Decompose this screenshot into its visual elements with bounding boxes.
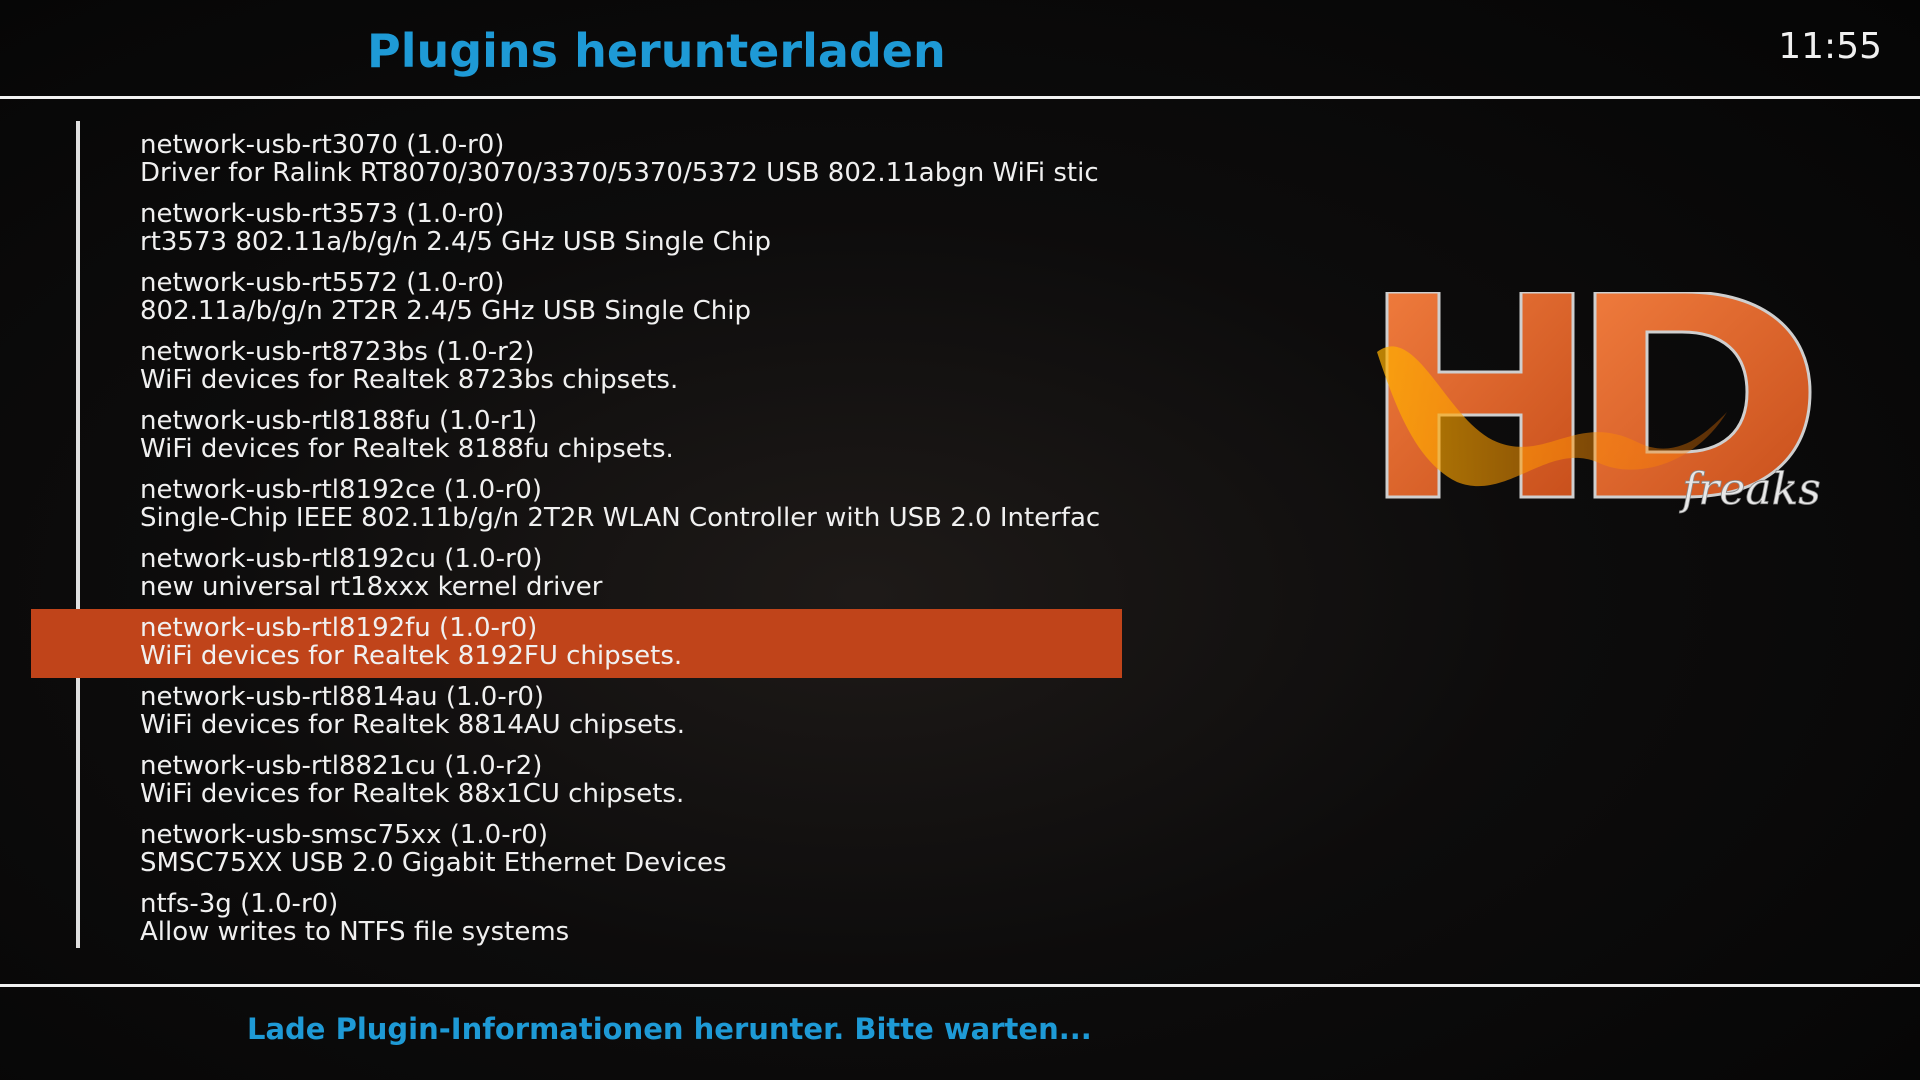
plugin-description: WiFi devices for Realtek 8188fu chipsets…	[140, 434, 674, 464]
plugin-name: network-usb-rtl8192cu (1.0-r0)	[140, 544, 543, 574]
plugin-name: network-usb-rtl8188fu (1.0-r1)	[140, 406, 538, 436]
list-item[interactable]: network-usb-rtl8814au (1.0-r0) WiFi devic…	[31, 678, 1122, 747]
plugin-description: new universal rt18xxx kernel driver	[140, 572, 603, 602]
plugin-description: Single-Chip IEEE 802.11b/g/n 2T2R WLAN C…	[140, 503, 1101, 533]
list-item[interactable]: network-usb-rt8723bs (1.0-r2) WiFi device…	[31, 333, 1122, 402]
plugin-description: rt3573 802.11a/b/g/n 2.4/5 GHz USB Singl…	[140, 227, 771, 257]
plugin-name: network-usb-rtl8192fu (1.0-r0)	[140, 613, 538, 643]
plugin-name: network-usb-rt8723bs (1.0-r2)	[140, 337, 535, 367]
header-divider	[0, 96, 1920, 99]
plugin-name: network-usb-rt3070 (1.0-r0)	[140, 130, 505, 160]
list-item[interactable]: network-usb-smsc75xx (1.0-r0) SMSC75XX US…	[31, 816, 1122, 885]
plugin-description: WiFi devices for Realtek 88x1CU chipsets…	[140, 779, 685, 809]
hdfreaks-logo: freaks	[1377, 292, 1821, 515]
plugin-description: Driver for Ralink RT8070/3070/3370/5370/…	[140, 158, 1099, 188]
plugin-list[interactable]: network-usb-rt3070 (1.0-r0) Driver for Ra…	[31, 126, 1122, 954]
list-item[interactable]: network-usb-rt5572 (1.0-r0) 802.11a/b/g/n…	[31, 264, 1122, 333]
list-item[interactable]: network-usb-rtl8192fu (1.0-r0) WiFi devic…	[31, 609, 1122, 678]
plugin-description: WiFi devices for Realtek 8814AU chipsets…	[140, 710, 685, 740]
plugin-description: WiFi devices for Realtek 8192FU chipsets…	[140, 641, 683, 671]
plugin-description: 802.11a/b/g/n 2T2R 2.4/5 GHz USB Single …	[140, 296, 751, 326]
list-item[interactable]: ntfs-3g (1.0-r0) Allow writes to NTFS fil…	[31, 885, 1122, 954]
scrollbar[interactable]	[76, 121, 80, 948]
plugin-description: Allow writes to NTFS file systems	[140, 917, 570, 947]
plugin-name: network-usb-smsc75xx (1.0-r0)	[140, 820, 548, 850]
plugin-description: WiFi devices for Realtek 8723bs chipsets…	[140, 365, 679, 395]
logo-script: freaks	[1679, 464, 1821, 515]
clock: 11:55	[1778, 26, 1882, 67]
status-message: Lade Plugin-Informationen herunter. Bitt…	[247, 1012, 1092, 1046]
plugin-name: network-usb-rtl8814au (1.0-r0)	[140, 682, 545, 712]
list-item[interactable]: network-usb-rt3573 (1.0-r0) rt3573 802.11…	[31, 195, 1122, 264]
list-item[interactable]: network-usb-rtl8192ce (1.0-r0) Single-Chi…	[31, 471, 1122, 540]
list-item[interactable]: network-usb-rt3070 (1.0-r0) Driver for Ra…	[31, 126, 1122, 195]
plugin-name: ntfs-3g (1.0-r0)	[140, 889, 339, 919]
footer-divider	[0, 984, 1920, 987]
plugin-name: network-usb-rt3573 (1.0-r0)	[140, 199, 505, 229]
list-item[interactable]: network-usb-rtl8821cu (1.0-r2) WiFi devic…	[31, 747, 1122, 816]
plugin-description: SMSC75XX USB 2.0 Gigabit Ethernet Device…	[140, 848, 727, 878]
list-item[interactable]: network-usb-rtl8192cu (1.0-r0) new univer…	[31, 540, 1122, 609]
list-item[interactable]: network-usb-rtl8188fu (1.0-r1) WiFi devic…	[31, 402, 1122, 471]
page-title: Plugins herunterladen	[367, 24, 946, 78]
plugin-name: network-usb-rtl8192ce (1.0-r0)	[140, 475, 542, 505]
plugin-name: network-usb-rt5572 (1.0-r0)	[140, 268, 505, 298]
plugin-name: network-usb-rtl8821cu (1.0-r2)	[140, 751, 543, 781]
